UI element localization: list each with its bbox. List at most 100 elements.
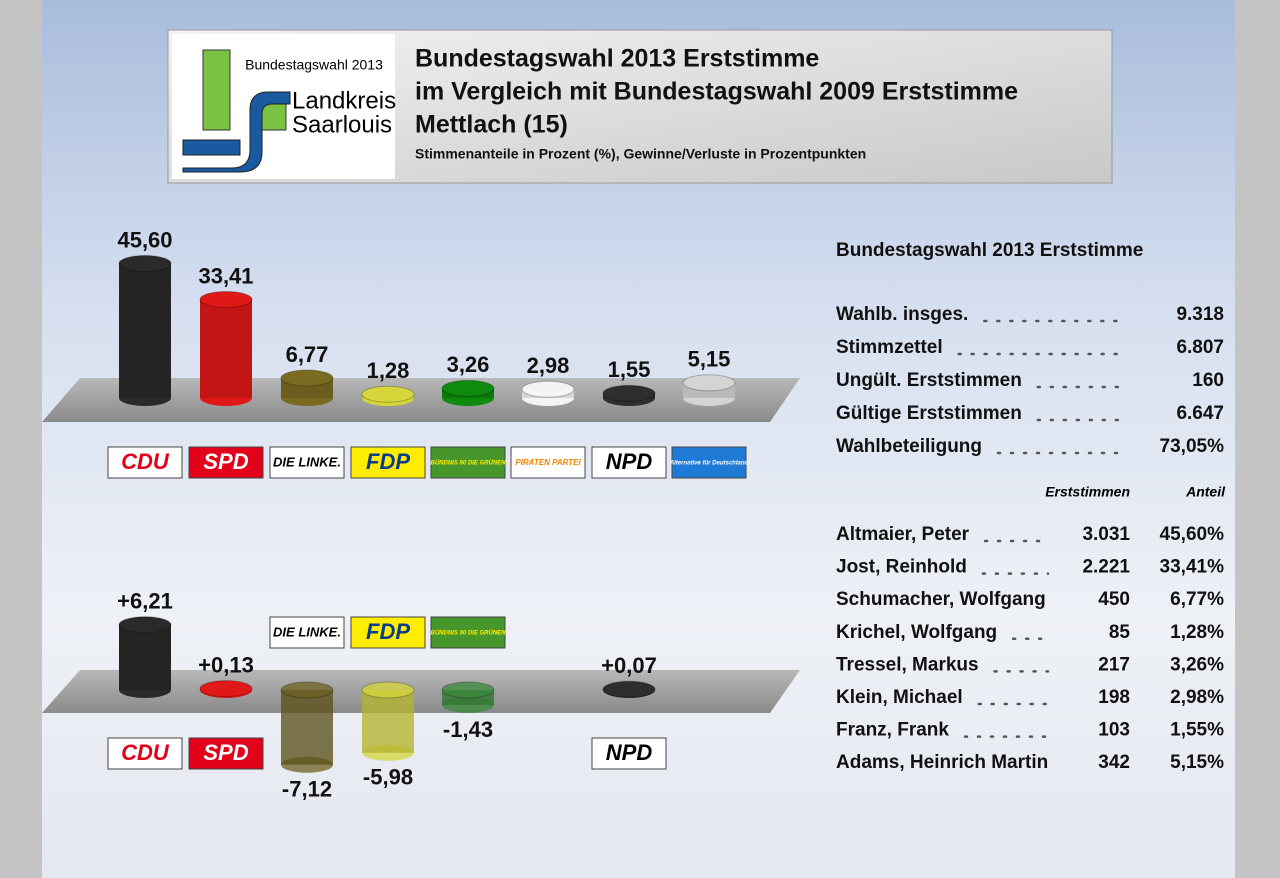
- stat-label: Ungült. Erststimmen: [836, 370, 1022, 391]
- bar-top: [521, 380, 575, 398]
- party-logo: NPD: [591, 446, 667, 479]
- candidate-name: Adams, Heinrich Martin: [836, 752, 1048, 773]
- bar: [199, 290, 253, 406]
- logo-label: CDU: [121, 449, 170, 474]
- logo-bg: [269, 446, 345, 479]
- candidate-name: Klein, Michael: [836, 687, 963, 708]
- candidate-name: Krichel, Wolfgang: [836, 622, 997, 643]
- bar: [199, 680, 253, 698]
- value-label: +0,07: [601, 653, 657, 678]
- stat-label: Wahlbeteiligung: [836, 436, 982, 457]
- candidate-name: Altmaier, Peter: [836, 524, 970, 545]
- value-label: 1,28: [367, 358, 410, 383]
- stat-value: 6.807: [1176, 337, 1224, 358]
- stat-label: Wahlb. insges.: [836, 304, 968, 325]
- bar-shade: [281, 690, 333, 765]
- bar-body: [119, 624, 171, 690]
- bar-top: [280, 681, 334, 699]
- logo-text: Saarlouis: [292, 111, 392, 138]
- party-logo: DIE LINKE.: [269, 616, 345, 649]
- candidate-name: Schumacher, Wolfgang: [836, 589, 1046, 610]
- bar-top: [280, 369, 334, 387]
- candidate-name: Jost, Reinhold: [836, 557, 967, 578]
- candidate-name: Franz, Frank: [836, 720, 949, 741]
- bar: [602, 384, 656, 406]
- logo-bg: [671, 446, 747, 479]
- party-logo: FDP: [350, 616, 426, 649]
- bar: [361, 385, 415, 406]
- value-label: 3,26: [447, 352, 490, 377]
- candidate-votes: 342: [1098, 752, 1130, 773]
- party-logo: CDU: [107, 737, 183, 770]
- candidate-share: 33,41%: [1160, 557, 1225, 578]
- platform: [42, 670, 800, 713]
- logo-bg: [188, 737, 264, 770]
- stat-label: Stimmzettel: [836, 337, 943, 358]
- bar: [280, 369, 334, 406]
- bar-body: [362, 690, 414, 753]
- subtitle: Stimmenanteile in Prozent (%), Gewinne/V…: [415, 146, 866, 162]
- bar: [280, 681, 334, 773]
- value-label: 2,98: [527, 353, 570, 378]
- logo-bg: [107, 737, 183, 770]
- title: im Vergleich mit Bundestagswahl 2009 Ers…: [415, 78, 1018, 106]
- logo-bg: [350, 446, 426, 479]
- logo-label: BÜNDNIS 90 DIE GRÜNEN: [430, 630, 506, 637]
- value-label: 5,15: [688, 347, 731, 372]
- logo-label: Alternative für Deutschland: [669, 461, 749, 467]
- party-logo: PIRATEN PARTEI: [510, 446, 586, 479]
- logo-bar: [202, 49, 231, 131]
- bar-top: [199, 680, 253, 698]
- column-header: Erststimmen: [1045, 484, 1130, 500]
- candidate-votes: 217: [1098, 654, 1130, 675]
- value-label: 33,41: [198, 263, 253, 288]
- bar: [521, 380, 575, 406]
- party-logo: BÜNDNIS 90 DIE GRÜNEN: [430, 616, 506, 649]
- logo-bg: [591, 446, 667, 479]
- stat-value: 160: [1192, 370, 1224, 391]
- bar-body: [119, 263, 171, 398]
- candidate-share: 2,98%: [1170, 687, 1224, 708]
- value-label: +0,13: [198, 652, 254, 677]
- title: Bundestagswahl 2013 Erststimme: [415, 45, 819, 73]
- party-logo: SPD: [188, 737, 264, 770]
- logo-s: [182, 91, 291, 173]
- logo-label: DIE LINKE.: [273, 454, 341, 469]
- candidate-votes: 85: [1109, 622, 1131, 643]
- candidate-share: 45,60%: [1160, 524, 1225, 545]
- stat-value: 9.318: [1176, 304, 1224, 325]
- bar-shade: [119, 624, 171, 690]
- bar-top: [361, 385, 415, 403]
- logo-label: SPD: [203, 740, 248, 765]
- candidate-share: 1,55%: [1170, 720, 1224, 741]
- candidate-votes: 450: [1098, 589, 1130, 610]
- party-logo: SPD: [188, 446, 264, 479]
- bar: [602, 680, 656, 698]
- value-label: -1,43: [443, 717, 493, 742]
- bar-top: [361, 681, 415, 699]
- logo-label: SPD: [203, 449, 248, 474]
- stat-value: 6.647: [1176, 403, 1224, 424]
- bar-top: [441, 379, 495, 397]
- candidate-votes: 2.221: [1082, 557, 1130, 578]
- value-label: -7,12: [282, 777, 332, 802]
- value-label: -5,98: [363, 765, 413, 790]
- bar-shade: [119, 263, 171, 398]
- candidate-votes: 3.031: [1082, 524, 1130, 545]
- logo-label: BÜNDNIS 90 DIE GRÜNEN: [430, 460, 506, 467]
- bar-shade: [362, 690, 414, 753]
- logo-text: Landkreis: [292, 87, 396, 114]
- logo-label: NPD: [606, 449, 653, 474]
- bar-body: [281, 690, 333, 765]
- logo-label: DIE LINKE.: [273, 624, 341, 639]
- logo-bg: [430, 616, 506, 649]
- party-logo: Alternative für Deutschland: [669, 446, 749, 479]
- logo-label: CDU: [121, 740, 170, 765]
- logo-label: FDP: [366, 449, 410, 474]
- party-logo: NPD: [591, 737, 667, 770]
- bar-top: [118, 616, 172, 634]
- bar: [441, 379, 495, 406]
- logo-bg: [510, 446, 586, 479]
- candidate-share: 1,28%: [1170, 622, 1224, 643]
